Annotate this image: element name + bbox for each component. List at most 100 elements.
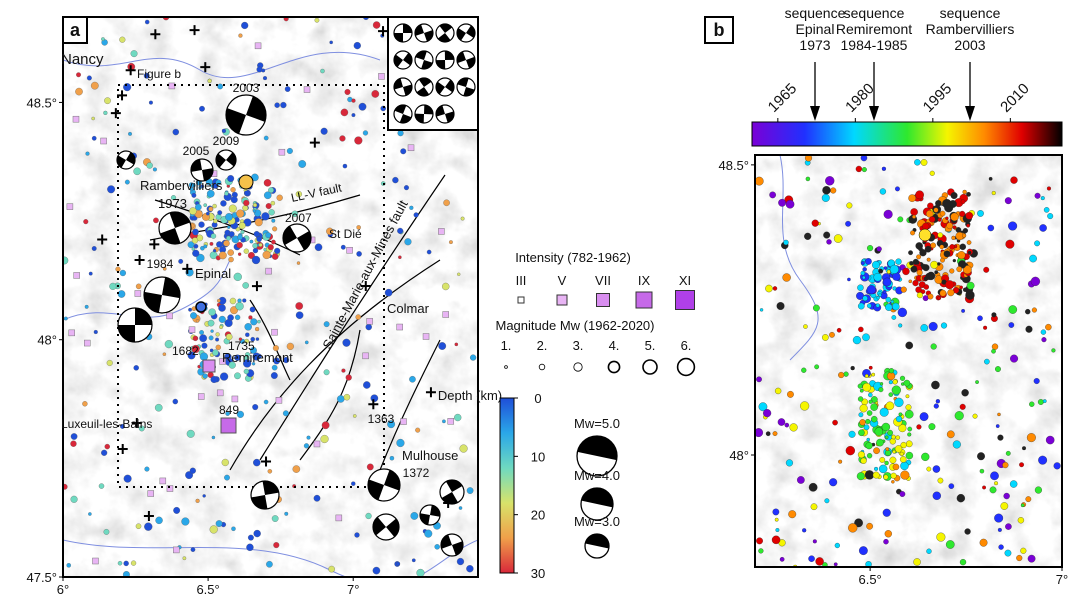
quake-dot: [400, 148, 406, 154]
quake-dot: [769, 192, 775, 198]
quake-dot: [940, 258, 944, 262]
quake-dot: [866, 442, 873, 449]
quake-dot: [1008, 222, 1017, 231]
quake-dot: [867, 410, 872, 415]
quake-dot: [890, 438, 896, 444]
place-label: Colmar: [387, 301, 430, 316]
quake-dot: [983, 267, 989, 273]
quake-dot: [834, 234, 842, 242]
quake-dot: [813, 305, 819, 311]
quake-dot: [253, 203, 257, 207]
intensity-square: [101, 138, 107, 144]
quake-dot: [352, 113, 356, 117]
quake-dot: [211, 330, 214, 333]
quake-dot: [249, 316, 253, 320]
quake-dot: [900, 462, 908, 470]
quake-dot: [354, 533, 359, 538]
quake-dot: [199, 335, 206, 342]
quake-dot: [867, 245, 873, 251]
quake-dot: [808, 556, 814, 562]
quake-dot: [235, 315, 240, 320]
quake-dot: [916, 255, 921, 260]
intensity-square: [266, 268, 272, 274]
quake-dot: [99, 483, 104, 488]
quake-dot: [354, 137, 362, 145]
quake-dot: [830, 188, 836, 194]
quake-dot: [76, 73, 81, 78]
quake-dot: [946, 223, 952, 229]
quake-dot: [1006, 240, 1015, 249]
legend-label: Mw=5.0: [574, 416, 620, 431]
quake-dot: [899, 413, 902, 416]
quake-dot: [891, 435, 895, 439]
quake-dot: [892, 386, 901, 395]
quake-dot: [783, 273, 791, 281]
quake-dot: [345, 89, 351, 95]
quake-dot: [917, 292, 923, 298]
legend-circle: [505, 366, 508, 369]
quake-dot: [212, 436, 215, 439]
quake-dot: [351, 482, 355, 486]
quake-dot: [856, 166, 862, 172]
quake-dot: [404, 185, 409, 190]
quake-dot: [812, 220, 819, 227]
quake-dot: [898, 308, 907, 317]
quake-dot: [878, 387, 883, 392]
quake-dot: [875, 428, 883, 436]
quake-dot: [921, 264, 926, 269]
quake-dot: [963, 190, 967, 194]
quake-dot: [67, 563, 71, 567]
quake-dot: [834, 563, 837, 566]
quake-dot: [272, 254, 278, 260]
quake-dot: [999, 545, 1004, 550]
quake-dot: [845, 221, 850, 226]
quake-dot: [846, 446, 855, 455]
quake-dot: [131, 561, 136, 566]
quake-dot: [265, 232, 271, 238]
quake-dot: [101, 37, 104, 40]
quake-dot: [898, 324, 902, 328]
quake-dot: [244, 369, 249, 374]
quake-dot: [912, 215, 916, 219]
quake-dot: [960, 404, 966, 410]
quake-dot: [363, 381, 370, 388]
highlighted-event: [196, 302, 206, 312]
quake-dot: [217, 84, 222, 89]
quake-dot: [297, 262, 300, 265]
quake-dot: [234, 273, 242, 281]
intensity-square: [148, 491, 154, 497]
quake-dot: [200, 353, 208, 361]
quake-dot: [1027, 433, 1036, 442]
quake-dot: [921, 453, 929, 461]
quake-dot: [787, 391, 793, 397]
quake-dot: [962, 389, 969, 396]
quake-dot: [882, 423, 890, 431]
quake-dot: [931, 381, 939, 389]
quake-dot: [1026, 326, 1033, 333]
quake-dot: [1026, 496, 1031, 501]
quake-dot: [965, 529, 971, 535]
quake-dot: [933, 492, 941, 500]
place-label: Rambervilliers: [140, 178, 223, 193]
y-tick-label: 48°: [37, 333, 57, 348]
quake-dot: [773, 286, 777, 290]
quake-dot: [960, 244, 966, 250]
quake-dot: [218, 304, 225, 311]
quake-dot: [250, 240, 253, 243]
quake-dot: [254, 530, 261, 537]
quake-dot: [231, 527, 235, 531]
quake-dot: [219, 325, 222, 328]
quake-dot: [230, 298, 236, 304]
quake-dot: [996, 424, 999, 427]
quake-dot: [190, 312, 196, 318]
quake-dot: [1043, 399, 1046, 402]
quake-dot: [145, 20, 149, 24]
quake-dot: [901, 287, 907, 293]
quake-dot: [884, 266, 887, 269]
place-label: 1973: [158, 196, 187, 211]
quake-dot: [847, 278, 850, 281]
quake-dot: [857, 285, 863, 291]
highlighted-intensity: [221, 418, 236, 433]
quake-dot: [992, 312, 997, 317]
quake-dot: [858, 384, 863, 389]
